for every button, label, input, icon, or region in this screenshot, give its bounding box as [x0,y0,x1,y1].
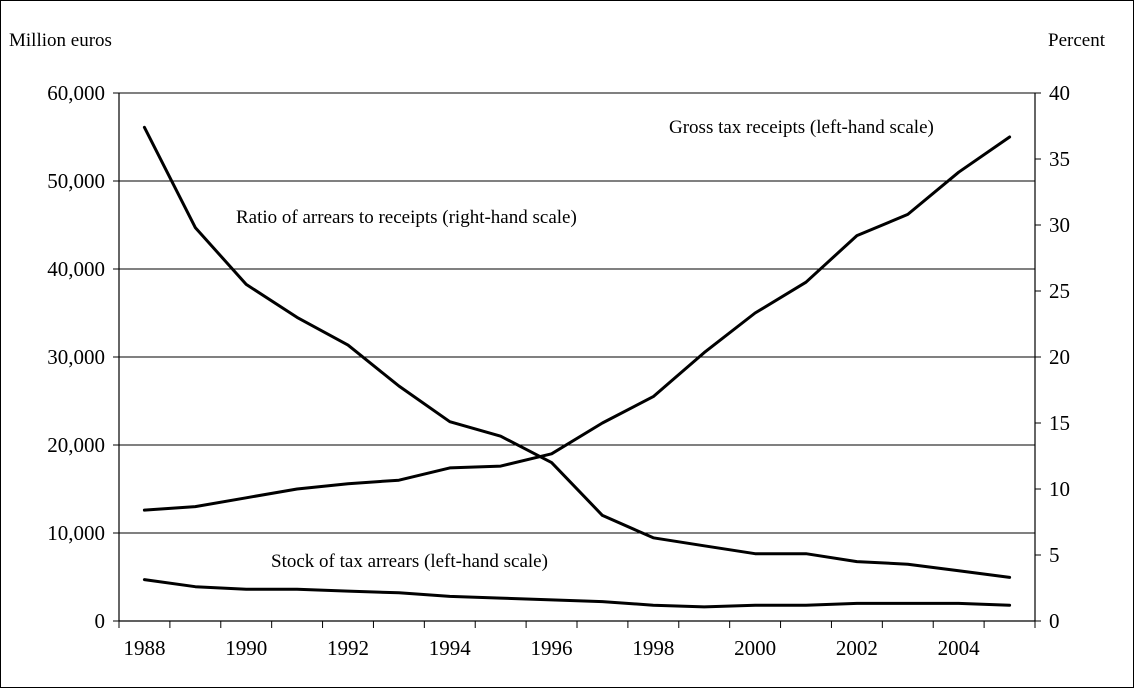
series-label-gross-tax-receipts: Gross tax receipts (left-hand scale) [669,117,934,138]
left-tick-label: 0 [95,609,106,633]
tick-labels: 0 10,000 20,000 30,000 40,000 50,000 60,000 0 5 1… [47,81,1070,660]
right-axis-unit-label: Percent [1048,30,1106,51]
series-lines [142,125,1012,609]
x-tick-label: 1990 [225,636,267,660]
left-tick-label: 10,000 [47,521,105,545]
x-tick-label: 2000 [734,636,776,660]
x-tick-label: 2002 [836,636,878,660]
left-tick-label: 60,000 [47,81,105,105]
series-line-0 [142,135,1012,512]
series-label-stock-arrears: Stock of tax arrears (left-hand scale) [271,551,548,572]
x-tick-label: 2004 [938,636,981,660]
gridlines [119,92,1035,534]
left-tick-label: 50,000 [47,169,105,193]
left-tick-label: 40,000 [47,257,105,281]
right-tick-label: 30 [1049,213,1070,237]
x-tick-label: 1996 [531,636,573,660]
series-line-2 [142,578,1012,609]
x-tick-label: 1992 [327,636,369,660]
left-tick-label: 30,000 [47,345,105,369]
x-tick-label: 1988 [123,636,165,660]
series-label-ratio-arrears: Ratio of arrears to receipts (right-hand… [236,207,577,228]
left-tick-label: 20,000 [47,433,105,457]
series-line-1 [142,125,1012,579]
left-axis-unit-label: Million euros [9,30,112,51]
x-tick-label: 1994 [429,636,472,660]
right-tick-label: 10 [1049,477,1070,501]
right-tick-label: 40 [1049,81,1070,105]
right-tick-label: 5 [1049,543,1060,567]
right-tick-label: 15 [1049,411,1070,435]
x-tick-label: 1998 [632,636,674,660]
right-tick-label: 25 [1049,279,1070,303]
right-tick-label: 20 [1049,345,1070,369]
right-tick-label: 35 [1049,147,1070,171]
right-tick-label: 0 [1049,609,1060,633]
